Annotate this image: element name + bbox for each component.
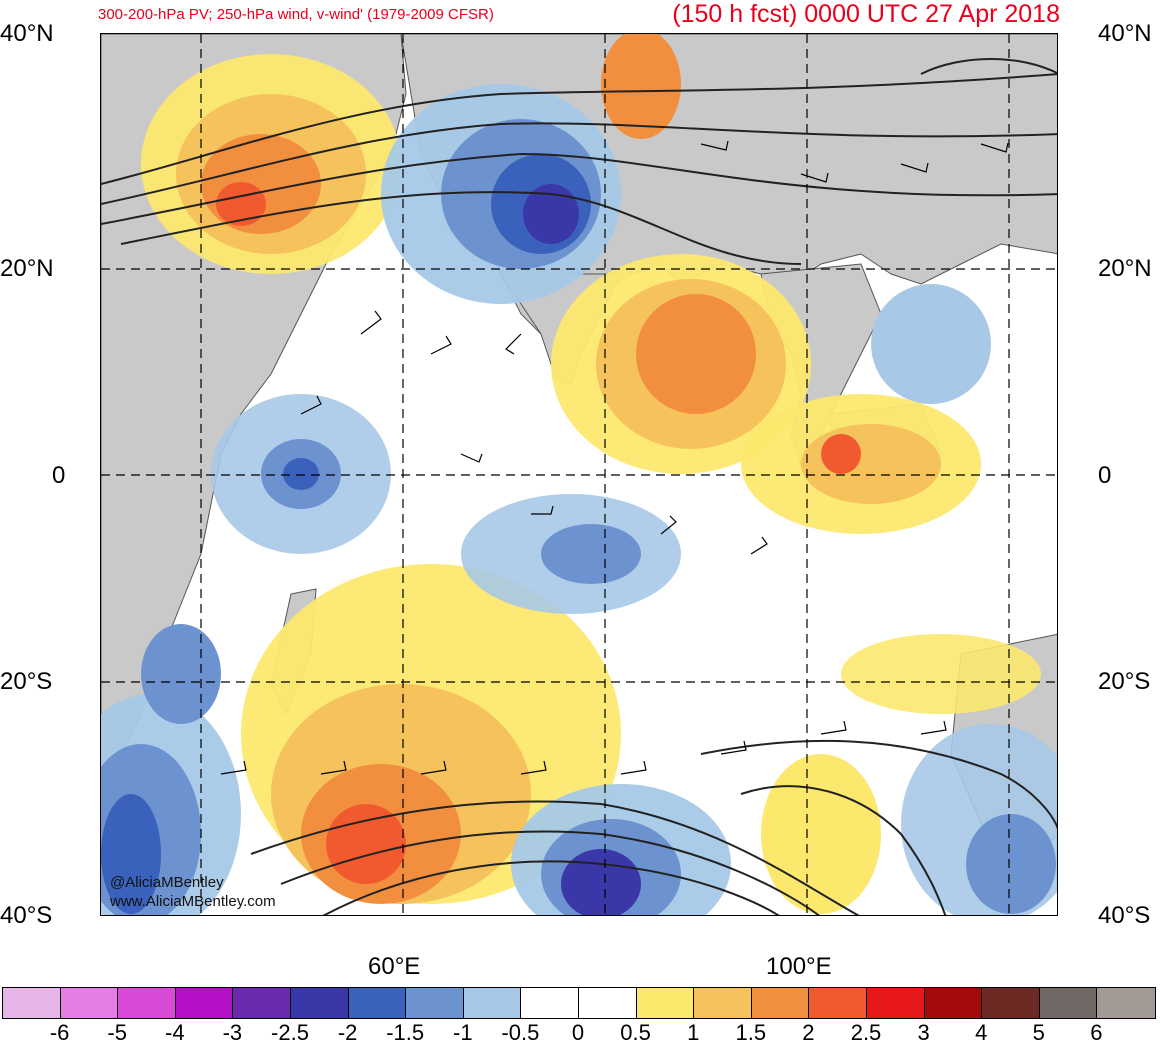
- colorbar-tick-label: 0.5: [620, 1020, 651, 1045]
- forecast-title: (150 h fcst) 0000 UTC 27 Apr 2018: [672, 0, 1060, 28]
- lat-label-eq-right: 0: [1098, 462, 1112, 489]
- colorbar-tick-label: -6: [49, 1020, 70, 1045]
- credit-website: www.AliciaMBentley.com: [110, 893, 276, 910]
- map-canvas: [101, 34, 1057, 915]
- lon-label-100e: 100°E: [766, 953, 832, 980]
- colorbar-tick-label: 1: [687, 1020, 700, 1045]
- lat-label-40s-left: 40°S: [0, 902, 53, 929]
- colorbar-cell: [521, 988, 579, 1018]
- pv-negative-shading: [101, 84, 1057, 915]
- isotach-contours: [101, 58, 1057, 915]
- wind-barbs: [220, 140, 1009, 775]
- colorbar-cell: [809, 988, 867, 1018]
- colorbar-cell: [463, 988, 522, 1018]
- colorbar-tick-label: 4: [975, 1020, 988, 1045]
- colorbar-cell: [1097, 988, 1155, 1018]
- colorbar-tick-label: 1.5: [735, 1020, 767, 1045]
- colorbar-tick-label: -2.5: [271, 1020, 309, 1045]
- colorbar-cell: [290, 988, 349, 1018]
- colorbar-tick-label: -3: [222, 1020, 243, 1045]
- lat-label-40s-right: 40°S: [1098, 902, 1151, 929]
- colorbar-cell: [118, 988, 176, 1018]
- lat-label-eq-left: 0: [52, 462, 66, 489]
- credit-twitter: @AliciaMBentley: [110, 874, 224, 891]
- colorbar-tick-label: -2: [337, 1020, 358, 1045]
- colorbar-cell: [233, 988, 291, 1018]
- lat-label-20n-left: 20°N: [0, 255, 54, 282]
- colorbar-cell: [636, 988, 695, 1018]
- map-subtitle: 300-200-hPa PV; 250-hPa wind, v-wind' (1…: [98, 6, 494, 23]
- colorbar-tick-label: -0.5: [501, 1020, 540, 1045]
- colorbar-cell: [866, 988, 925, 1018]
- lat-label-20s-right: 20°S: [1098, 668, 1151, 695]
- colorbar-tick-label: 6: [1090, 1020, 1103, 1045]
- colorbar-tick-label: -1.5: [386, 1020, 425, 1045]
- colorbar-tick-label: -5: [107, 1020, 127, 1045]
- colorbar-cell: [3, 988, 61, 1018]
- colorbar-tick-label: -1: [453, 1020, 473, 1045]
- map-panel: [100, 33, 1058, 916]
- colorbar-tick-label: 5: [1032, 1020, 1045, 1045]
- colorbar-cell: [924, 988, 983, 1018]
- lat-label-40n-left: 40°N: [0, 20, 54, 47]
- colorbar-cell: [578, 988, 637, 1018]
- lat-label-20n-right: 20°N: [1098, 255, 1152, 282]
- colorbar-cell: [406, 988, 464, 1018]
- colorbar-cell: [1039, 988, 1098, 1018]
- colorbar-cell: [60, 988, 119, 1018]
- colorbar-tick-label: -4: [165, 1020, 185, 1045]
- colorbar-tick-label: 2: [802, 1020, 815, 1045]
- graticule: [101, 34, 1057, 915]
- colorbar-cell: [348, 988, 407, 1018]
- lat-label-40n-right: 40°N: [1098, 20, 1152, 47]
- colorbar-tick-label: 2.5: [850, 1020, 882, 1045]
- colorbar-tick-label: 3: [917, 1020, 930, 1045]
- colorbar: [2, 987, 1156, 1019]
- pv-positive-shading: [141, 34, 1041, 914]
- colorbar-cell: [694, 988, 752, 1018]
- colorbar-cell: [751, 988, 810, 1018]
- colorbar-cell: [982, 988, 1040, 1018]
- colorbar-tick-label: 0: [571, 1020, 585, 1045]
- colorbar-cell: [175, 988, 234, 1018]
- lon-label-60e: 60°E: [368, 953, 421, 980]
- lat-label-20s-left: 20°S: [0, 668, 53, 695]
